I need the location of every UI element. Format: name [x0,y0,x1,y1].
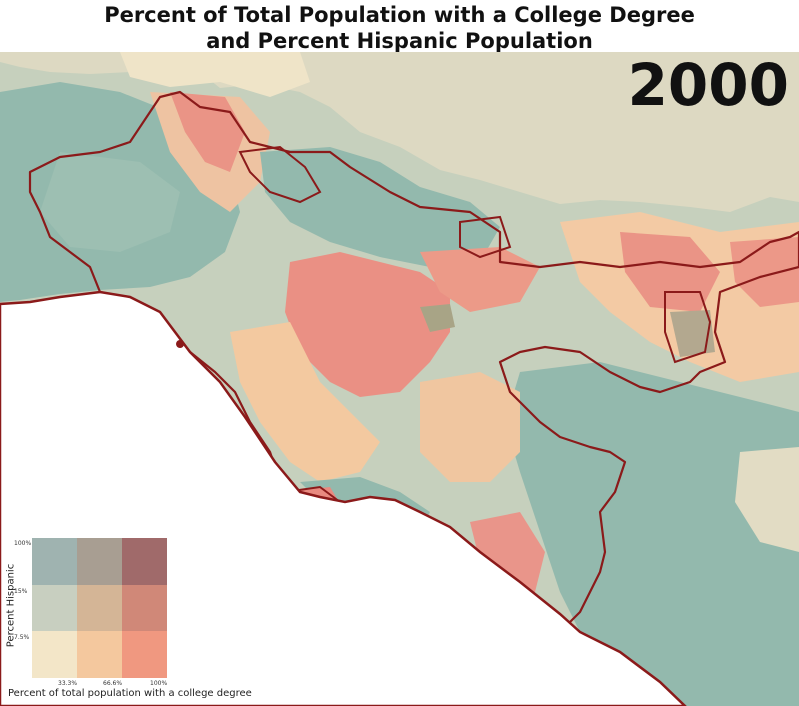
legend-x-tick-66: 66.6% [103,680,123,687]
legend-cell-r0c2 [122,538,167,585]
legend-y-tick-100: 100% [14,540,32,547]
legend-cell-r0c0 [32,538,77,585]
region-west-teal-2 [40,152,180,252]
legend-x-tick-33: 33.3% [58,680,78,687]
year-label: 2000 [627,51,789,119]
city-boundary-east [664,291,712,364]
map-title-line-2: and Percent Hispanic Population [206,29,593,53]
coast-dot [176,340,185,348]
region-central-salmon [285,252,450,397]
legend-cell-r1c2 [122,584,167,632]
legend-cell-r2c0 [32,631,77,679]
city-boundary-pasadena [459,215,512,259]
pacific-ocean [0,290,687,706]
choropleth-map [0,52,799,706]
map-title: Percent of Total Population with a Colle… [0,2,799,54]
city-boundary-santa-clarita [238,145,322,204]
legend-x-tick-100: 100% [150,680,168,687]
legend-y-tick-7-5: 7.5% [14,634,30,641]
map-title-line-1: Percent of Total Population with a Colle… [104,3,695,27]
region-north-mountains [0,52,799,212]
region-far-east-salmon [730,237,799,307]
legend-cell-r2c2 [122,631,167,679]
region-north-light [120,52,310,97]
region-south-peach [230,322,380,482]
legend-y-tick-15: 15% [14,588,28,595]
legend-cell-r0c1 [77,538,122,585]
region-olive-1 [420,304,455,332]
region-southeast-teal [505,362,799,706]
city-boundary [28,90,799,654]
region-central-teal [260,147,500,267]
legend-grid [32,538,167,679]
legend: Percent Hispanic 100% 15% 7.5% 33.3% 66.… [0,530,280,706]
region-mid-peach [420,372,520,482]
legend-cell-r1c0 [32,584,77,632]
region-olive-2 [670,310,715,357]
legend-x-label: Percent of total population with a colle… [8,688,252,699]
legend-cell-r1c1 [77,584,122,632]
region-southeast-beige [735,447,799,552]
legend-cell-r2c1 [77,631,122,679]
